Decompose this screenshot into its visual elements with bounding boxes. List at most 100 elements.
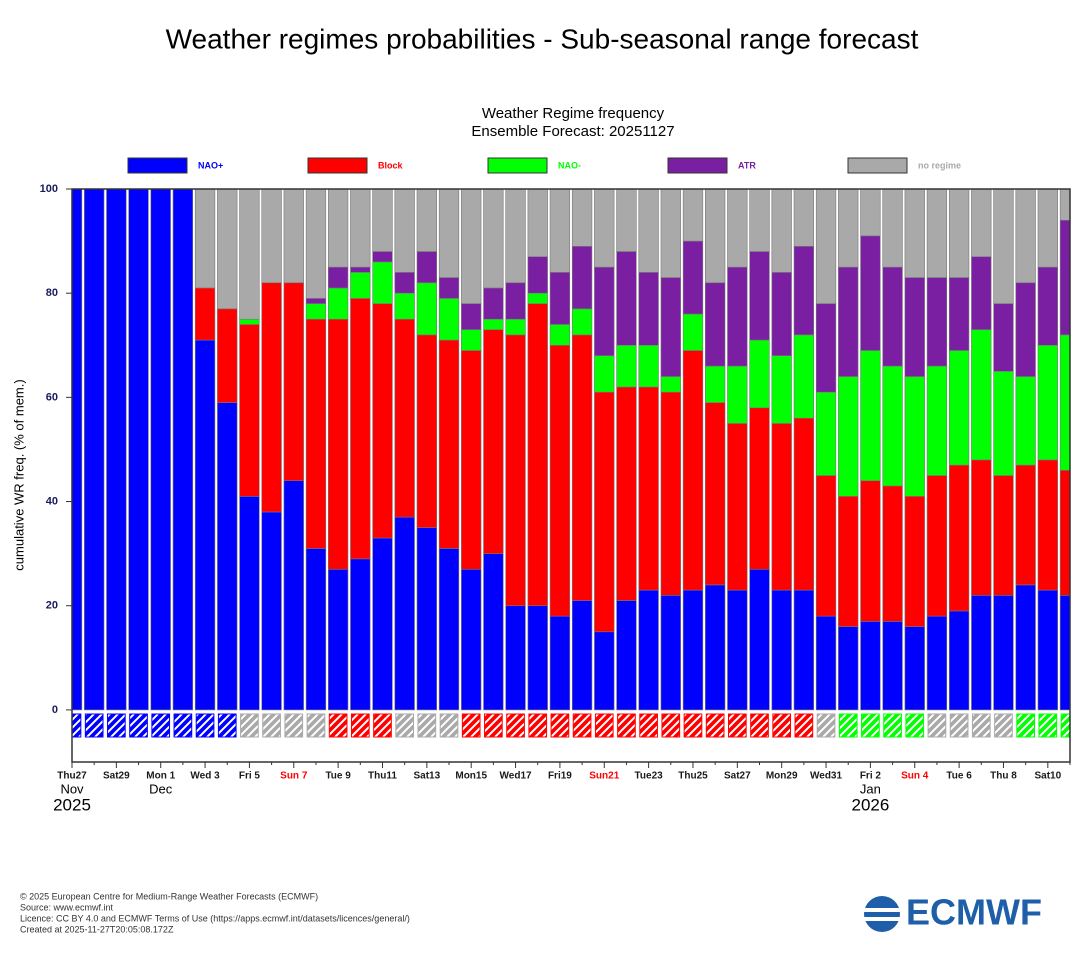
dominant-regime-box [705, 713, 725, 738]
bar-segment [261, 282, 282, 513]
bar-segment [838, 626, 859, 711]
dominant-regime-box [350, 713, 370, 738]
bar-segment [838, 266, 859, 377]
bar-segment [682, 589, 704, 711]
dominant-regime-box [84, 713, 104, 738]
dominant-regime-box [195, 713, 215, 738]
dominant-regime-box [107, 713, 126, 738]
bar-segment [594, 188, 615, 268]
bar-segment [882, 621, 903, 711]
dominant-regime-box [994, 713, 1013, 738]
bar-segment [971, 256, 992, 330]
bar-segment [727, 589, 748, 711]
bar-segment [394, 272, 415, 294]
bar-segment [771, 355, 792, 424]
bar-segment [749, 407, 770, 570]
bar-segment [948, 610, 970, 711]
y-axis-label: cumulative WR freq. (% of mem.) [11, 379, 26, 570]
bar-segment [416, 334, 437, 528]
bar-segment [705, 188, 726, 284]
bar-segment [527, 303, 548, 607]
bar-segment [815, 391, 837, 476]
bar-segment [727, 365, 748, 424]
bar-segment [594, 355, 615, 393]
dominant-regime-box [1038, 713, 1058, 738]
bar-segment [616, 251, 637, 346]
bar-segment [239, 324, 260, 497]
dominant-regime-box [639, 713, 658, 738]
x-tick-label: Sat29 [103, 771, 130, 782]
bar-segment [882, 365, 903, 487]
bar-segment [416, 527, 437, 711]
x-tick-label: Sat27 [724, 771, 751, 782]
bar-segment [305, 548, 327, 711]
legend-swatch [847, 157, 908, 174]
legend-label: Block [378, 160, 404, 170]
bar-segment [461, 350, 482, 570]
bar-segment [705, 584, 726, 711]
bar-segment [882, 485, 903, 622]
bar-segment [926, 475, 948, 617]
bar-segment [84, 188, 105, 711]
bar-segment [815, 303, 837, 393]
bar-segment [860, 621, 881, 711]
bar-segment [838, 496, 859, 627]
y-tick-label: 0 [52, 704, 58, 716]
bar-segment [993, 595, 1014, 711]
x-tick-label: Thu 8 [990, 771, 1017, 782]
month-label: Nov [60, 781, 84, 796]
bar-segment [327, 266, 349, 289]
x-tick-label: Fri19 [548, 771, 572, 782]
bar-segment [194, 287, 216, 341]
bar-segment [993, 303, 1014, 372]
x-tick-label: Thu27 [57, 771, 87, 782]
bar-segment [1015, 464, 1036, 586]
dominant-regime-box [373, 713, 392, 738]
bar-segment [283, 282, 304, 482]
bar-segment [971, 459, 992, 596]
bar-segment [705, 282, 726, 367]
dominant-regime-box [572, 713, 592, 738]
bar-segment [727, 423, 748, 591]
bar-segment [705, 402, 726, 586]
x-tick-label: Sat10 [1034, 771, 1061, 782]
bar-segment [239, 496, 260, 711]
bar-segment [815, 475, 837, 617]
bar-segment [904, 376, 925, 497]
bar-segment [239, 318, 260, 325]
bar-segment [771, 589, 792, 711]
legend-swatch [667, 157, 728, 174]
year-label: 2025 [53, 795, 91, 814]
bar-segment [594, 391, 615, 633]
bar-segment [438, 548, 460, 711]
bar-segment [483, 553, 504, 711]
bar-segment [682, 188, 704, 242]
bar-segment [926, 188, 948, 278]
legend-label: no regime [918, 160, 961, 170]
y-tick-label: 40 [46, 495, 58, 507]
month-label: Dec [149, 781, 173, 796]
bar-segment [194, 339, 216, 711]
legend-swatch [127, 157, 188, 174]
y-tick-label: 80 [46, 287, 58, 299]
bar-segment [549, 272, 571, 325]
bar-segment [860, 350, 881, 482]
bar-segment [1015, 584, 1036, 711]
bar-segment [660, 188, 681, 278]
dominant-regime-box [528, 713, 548, 738]
bar-segment [350, 272, 371, 299]
bar-segment [505, 334, 526, 607]
x-tick-label: Thu25 [678, 771, 708, 782]
bar-segment [217, 402, 238, 711]
dominant-regime-box [484, 713, 503, 738]
bar-segment [217, 188, 238, 310]
bar-segment [261, 511, 282, 711]
bar-segment [571, 600, 593, 711]
bar-segment [172, 188, 194, 711]
bar-segment [372, 251, 393, 263]
bar-segment [727, 266, 748, 367]
dominant-regime-box [1016, 713, 1035, 738]
bar-segment [838, 376, 859, 497]
bar-segment [793, 246, 815, 336]
x-tick-label: Wed 3 [190, 771, 220, 782]
